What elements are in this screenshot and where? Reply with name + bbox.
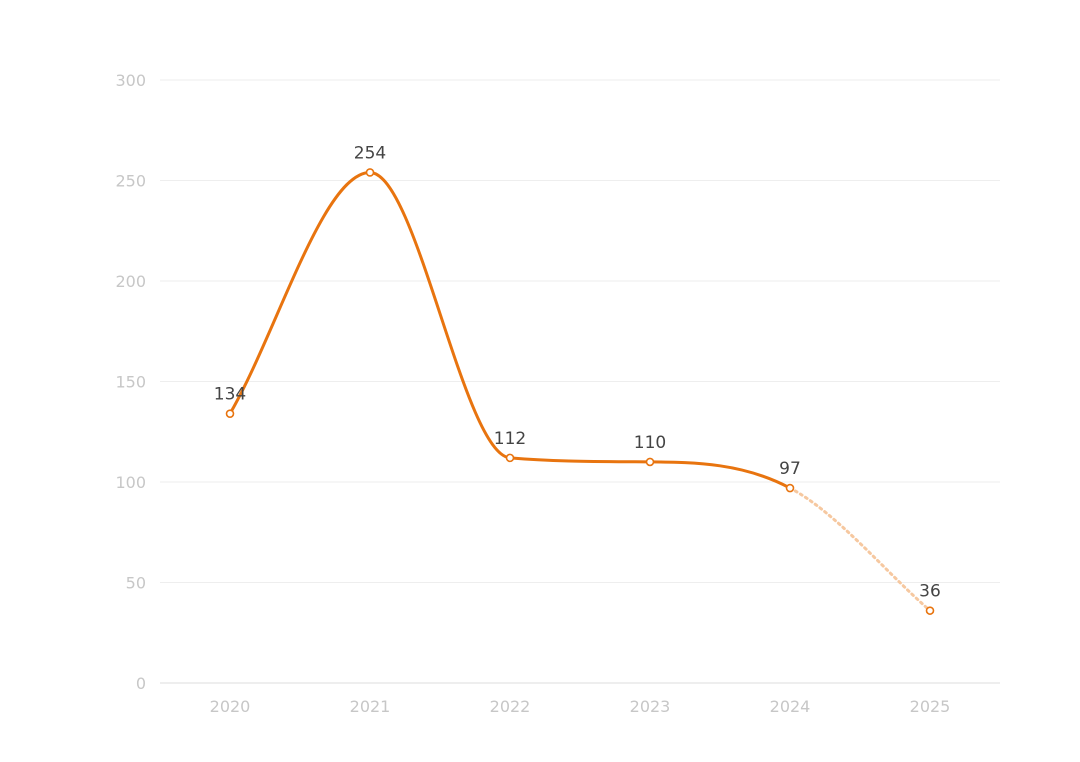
x-axis-ticks: 2020 2021 2022 2023 2024 2025 — [210, 697, 951, 716]
x-tick-label: 2021 — [350, 697, 391, 716]
data-point — [925, 606, 935, 615]
y-tick-label: 300 — [115, 71, 146, 90]
series-lines — [228, 170, 932, 613]
projection-line — [788, 486, 932, 613]
x-tick-label: 2023 — [630, 697, 671, 716]
data-label: 112 — [494, 429, 526, 449]
data-point — [645, 457, 655, 467]
x-tick-label: 2025 — [910, 697, 951, 716]
data-label: 97 — [779, 459, 801, 479]
data-point — [365, 168, 375, 177]
y-tick-label: 100 — [115, 473, 146, 492]
x-tick-label: 2020 — [210, 697, 251, 716]
x-tick-label: 2024 — [770, 697, 811, 716]
data-point — [505, 453, 515, 463]
data-label: 36 — [919, 582, 941, 602]
data-labels: 134 254 112 110 97 36 — [214, 143, 941, 601]
data-label: 254 — [354, 143, 386, 163]
x-tick-label: 2022 — [490, 697, 531, 716]
y-tick-label: 150 — [115, 373, 146, 392]
y-axis-ticks: 0 50 100 150 200 250 300 — [115, 71, 146, 693]
data-label: 134 — [214, 385, 246, 405]
data-label: 110 — [634, 433, 666, 453]
data-point — [785, 483, 795, 493]
grid-lines — [160, 79, 1000, 684]
y-tick-label: 200 — [115, 272, 146, 291]
series-line — [228, 170, 792, 490]
y-tick-label: 250 — [115, 172, 146, 191]
y-tick-label: 0 — [136, 674, 146, 693]
data-points — [225, 168, 935, 615]
y-tick-label: 50 — [126, 574, 146, 593]
data-point — [225, 409, 235, 418]
